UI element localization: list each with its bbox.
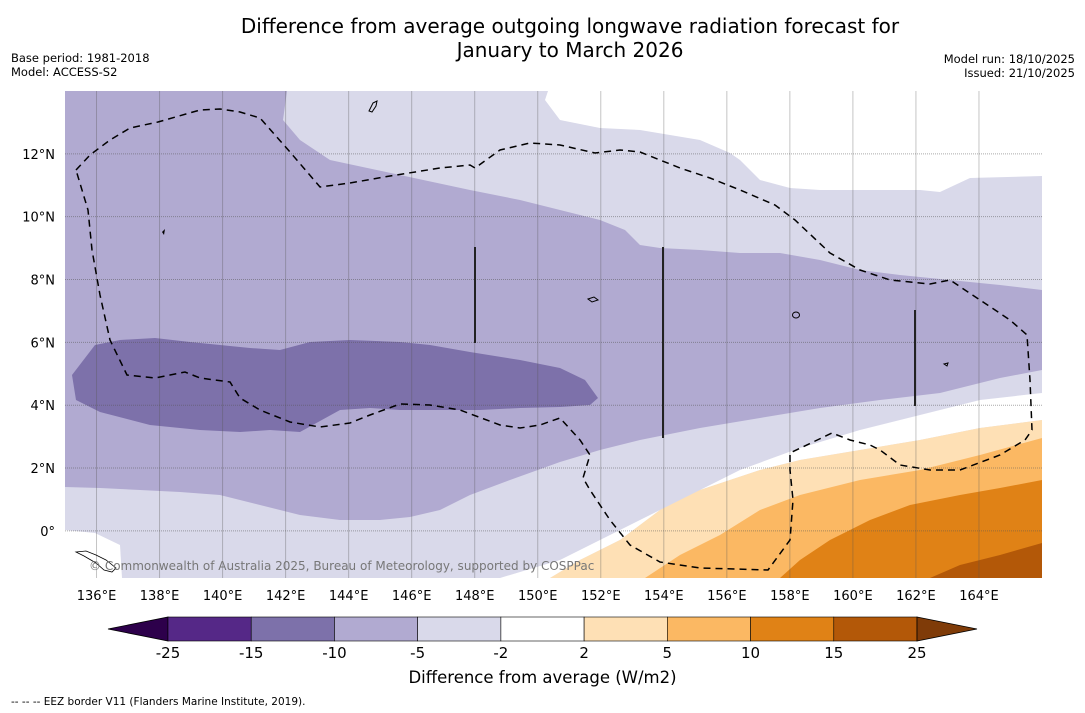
colorbar-tick-label: -15	[238, 644, 264, 662]
region-white-southeast	[500, 393, 1042, 578]
colorbar-tick-label: -5	[410, 644, 426, 662]
colorbar-tick-label: -25	[155, 644, 181, 662]
lat-tick-label: 4°N	[31, 399, 56, 414]
colorbar-segment	[583, 616, 668, 642]
colorbar-extend-low	[107, 616, 169, 642]
colorbar-tick-label: -2	[493, 644, 509, 662]
colorbar-segment	[250, 616, 335, 642]
lon-tick-label: 158°E	[770, 589, 810, 604]
lon-tick-label: 140°E	[203, 589, 243, 604]
region-dark-purple	[72, 338, 598, 432]
lon-tick-label: 164°E	[959, 589, 999, 604]
title-line-1: Difference from average outgoing longwav…	[240, 14, 900, 38]
colorbar-title: Difference from average (W/m2)	[408, 668, 677, 687]
island-pohnpei	[792, 311, 800, 319]
colorbar-tick-label: -10	[322, 644, 347, 662]
colorbar-segment	[833, 616, 918, 642]
colorbar-tick-label: 2	[579, 644, 589, 662]
lon-tick-label: 146°E	[392, 589, 432, 604]
colorbar-segment	[417, 616, 502, 642]
island-new-guinea-north	[74, 550, 117, 573]
issued-date: Issued: 21/10/2025	[964, 66, 1075, 80]
lat-tick-label: 8°N	[31, 274, 56, 289]
map-panel: © Commonwealth of Australia 2025, Bureau…	[65, 91, 1042, 578]
lon-tick-label: 138°E	[140, 589, 180, 604]
lon-tick-label: 148°E	[455, 589, 495, 604]
map-title: Difference from average outgoing longwav…	[0, 14, 1085, 62]
lon-tick-label: 154°E	[644, 589, 684, 604]
lon-tick-label: 150°E	[518, 589, 558, 604]
eez-border-west	[75, 108, 1033, 571]
lon-tick-label: 152°E	[581, 589, 621, 604]
meta-right: Model run: 18/10/2025 Issued: 21/10/2025	[944, 52, 1075, 80]
colorbar-segment	[334, 616, 418, 642]
base-period: Base period: 1981-2018	[11, 51, 150, 65]
lon-tick-label: 144°E	[329, 589, 369, 604]
colorbar-tick-label: 25	[907, 644, 927, 662]
lat-tick-label: 10°N	[22, 211, 55, 226]
lat-tick-label: 6°N	[31, 336, 56, 351]
lon-tick-label: 162°E	[896, 589, 936, 604]
island-chuuk	[586, 296, 600, 303]
model-name: Model: ACCESS-S2	[11, 65, 118, 79]
lat-tick-label: 12°N	[22, 148, 55, 163]
island-kosrae	[942, 362, 949, 367]
colorbar-tick-label: 5	[662, 644, 673, 662]
region-white-north	[545, 91, 1042, 192]
lon-tick-label: 156°E	[707, 589, 747, 604]
eez-footnote: -- -- -- EEZ border V11 (Flanders Marine…	[11, 696, 306, 708]
colorbar-segment	[167, 616, 252, 642]
meta-left: Base period: 1981-2018 Model: ACCESS-S2	[11, 51, 150, 79]
lat-tick-label: 0°	[40, 525, 55, 540]
colorbar-segment	[750, 616, 835, 642]
title-line-2: January to March 2026	[456, 38, 684, 62]
colorbar-extend-high	[916, 616, 978, 642]
lon-tick-label: 136°E	[77, 589, 117, 604]
longitude-axis: 136°E 138°E 140°E 142°E 144°E 146°E 148°E 150°E…	[77, 589, 999, 604]
model-run: Model run: 18/10/2025	[943, 52, 1075, 66]
lon-tick-label: 160°E	[833, 589, 873, 604]
colorbar-tick-label: 15	[824, 644, 844, 662]
colorbar	[107, 616, 978, 642]
lon-tick-label: 142°E	[266, 589, 306, 604]
island-yap	[162, 229, 165, 235]
island-guam	[368, 100, 378, 113]
colorbar-segment	[667, 616, 751, 642]
latitude-axis: 0° 2°N 4°N 6°N 8°N 10°N 12°N	[22, 148, 55, 540]
lat-tick-label: 2°N	[31, 462, 56, 477]
gridlines	[65, 91, 1042, 578]
copyright-text: © Commonwealth of Australia 2025, Bureau…	[89, 559, 594, 573]
region-dark-orange	[780, 480, 1042, 578]
colorbar-tick-label: 10	[741, 644, 761, 662]
region-brown	[930, 543, 1042, 578]
colorbar-segment	[500, 616, 585, 642]
